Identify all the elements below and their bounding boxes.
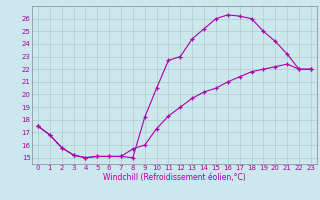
X-axis label: Windchill (Refroidissement éolien,°C): Windchill (Refroidissement éolien,°C) bbox=[103, 173, 246, 182]
